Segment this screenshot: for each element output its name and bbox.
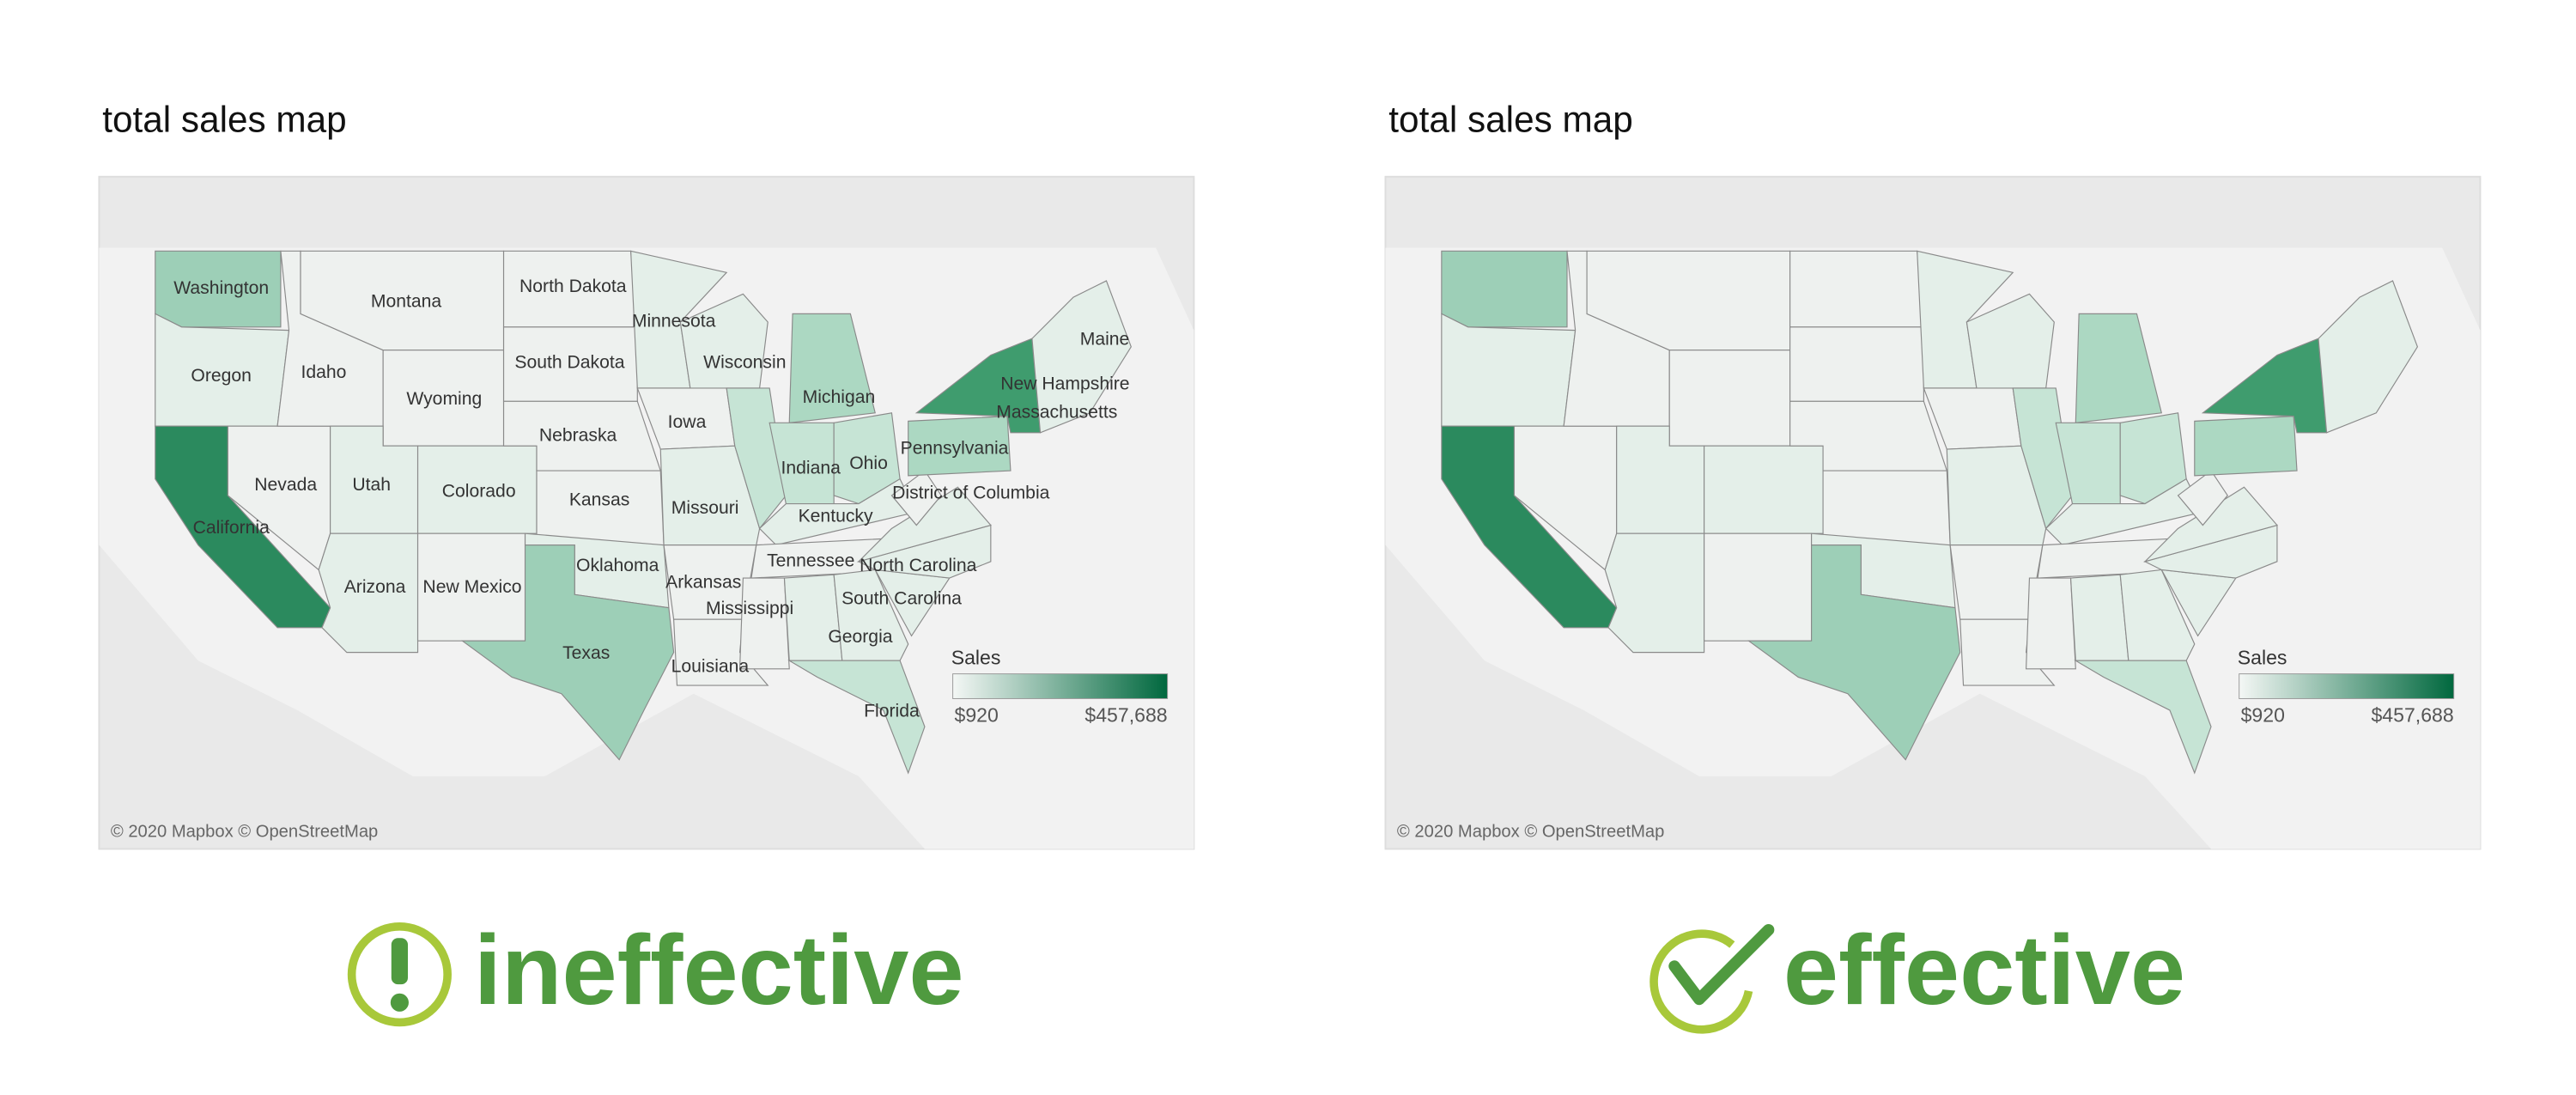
state-label: Massachusetts bbox=[996, 402, 1117, 422]
state bbox=[1604, 532, 1705, 654]
state-label: Missouri bbox=[671, 498, 739, 518]
state bbox=[1965, 293, 2055, 389]
state-label: Indiana bbox=[781, 459, 841, 478]
state bbox=[2075, 313, 2163, 423]
state-label: Nebraska bbox=[539, 425, 617, 445]
state-label: Louisiana bbox=[671, 657, 750, 677]
state bbox=[833, 569, 909, 661]
state-label: Kentucky bbox=[799, 507, 873, 526]
state-label: Texas bbox=[562, 643, 610, 663]
verdict: effective bbox=[1783, 916, 2185, 1025]
panel-title: total sales map bbox=[102, 99, 346, 139]
state-label: South Carolina bbox=[841, 589, 962, 609]
map-panel: total sales map Sales $920 $457,688 © 2020 M… bbox=[1384, 99, 2482, 1034]
legend-max: $457,688 bbox=[1084, 704, 1167, 727]
state bbox=[1789, 250, 1925, 328]
state bbox=[1668, 350, 1791, 447]
warning-icon bbox=[347, 922, 452, 1027]
state-label: Idaho bbox=[301, 362, 346, 382]
state bbox=[2177, 470, 2228, 526]
state-label: Florida bbox=[864, 701, 920, 721]
state-label: Minnesota bbox=[632, 312, 716, 332]
legend-gradient bbox=[2239, 673, 2455, 699]
check-mark bbox=[1668, 923, 1775, 1006]
state-label: Ohio bbox=[849, 453, 888, 473]
legend-gradient bbox=[952, 673, 1169, 699]
verdict: ineffective bbox=[474, 916, 964, 1025]
panel-title: total sales map bbox=[1388, 99, 1632, 139]
state-label: Iowa bbox=[668, 412, 707, 432]
state-label: Michigan bbox=[803, 387, 876, 407]
state-label: Tennessee bbox=[767, 551, 854, 570]
state-label: Wyoming bbox=[406, 389, 482, 409]
state-label: Wisconsin bbox=[703, 353, 786, 373]
state bbox=[2318, 280, 2419, 434]
state-label: Mississippi bbox=[706, 599, 793, 618]
state bbox=[1822, 470, 1951, 546]
state bbox=[155, 250, 282, 328]
legend-max: $457,688 bbox=[2371, 704, 2453, 727]
state bbox=[1747, 544, 1961, 761]
state-label: North Carolina bbox=[860, 556, 977, 575]
attribution: © 2020 Mapbox © OpenStreetMap bbox=[111, 823, 378, 842]
state bbox=[1946, 445, 2047, 546]
state bbox=[1441, 250, 1568, 328]
state-label: District of Columbia bbox=[892, 484, 1050, 503]
state-label: Nevada bbox=[254, 475, 317, 495]
state bbox=[318, 532, 419, 654]
state bbox=[460, 544, 675, 761]
state bbox=[2119, 569, 2196, 661]
state-label: Maine bbox=[1080, 330, 1130, 350]
legend-title: Sales bbox=[2238, 646, 2287, 668]
attribution: © 2020 Mapbox © OpenStreetMap bbox=[1397, 823, 1664, 842]
state bbox=[787, 660, 926, 775]
state bbox=[2194, 416, 2298, 477]
state bbox=[908, 416, 1012, 477]
legend-min: $920 bbox=[2241, 704, 2285, 727]
state bbox=[738, 577, 790, 670]
legend-min: $920 bbox=[955, 704, 999, 727]
state bbox=[1441, 313, 1577, 427]
state-label: Kansas bbox=[569, 490, 630, 509]
state-label: Washington bbox=[173, 278, 269, 298]
state-label: Montana bbox=[371, 292, 442, 312]
state-label: New Hampshire bbox=[1000, 374, 1129, 394]
state-label: Arkansas bbox=[665, 572, 741, 592]
check-ring bbox=[1649, 929, 1753, 1034]
legend-title: Sales bbox=[951, 646, 1001, 668]
state-label: North Dakota bbox=[519, 277, 627, 296]
map-panel: total sales map Washington Montana North Da… bbox=[98, 99, 1195, 1027]
state-label: Georgia bbox=[828, 627, 892, 647]
state-label: Arizona bbox=[344, 577, 406, 597]
state bbox=[659, 445, 761, 546]
state-label: New Mexico bbox=[422, 577, 521, 597]
warning-bar bbox=[391, 938, 408, 985]
state-label: Colorado bbox=[442, 482, 516, 502]
state bbox=[1789, 326, 1924, 402]
warning-dot bbox=[390, 993, 409, 1012]
state-label: Pennsylvania bbox=[901, 439, 1009, 459]
state bbox=[1704, 445, 1824, 534]
state bbox=[2074, 660, 2212, 775]
state-label: California bbox=[193, 518, 270, 538]
state bbox=[679, 293, 769, 389]
state bbox=[1031, 280, 1132, 434]
state-label: Utah bbox=[352, 475, 391, 495]
state bbox=[890, 470, 942, 526]
state-label: Oregon bbox=[191, 366, 252, 386]
state bbox=[2026, 577, 2076, 670]
state-label: South Dakota bbox=[514, 353, 624, 373]
state bbox=[788, 313, 876, 423]
state bbox=[1704, 532, 1813, 642]
state bbox=[2069, 574, 2129, 661]
state-label: Oklahoma bbox=[576, 556, 659, 575]
